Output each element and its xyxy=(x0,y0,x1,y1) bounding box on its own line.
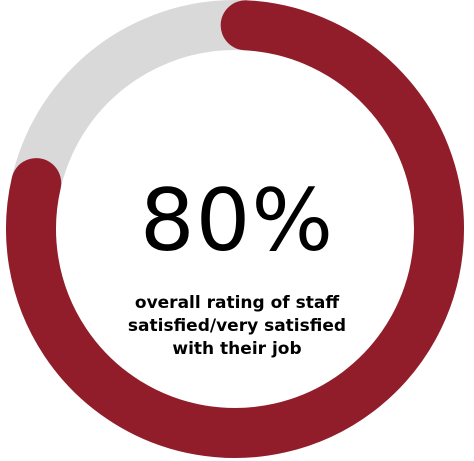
donut-value-arc xyxy=(6,0,464,458)
percentage-value: 80% xyxy=(139,171,335,271)
chart-caption: overall rating of staff satisfied/very s… xyxy=(127,293,347,359)
